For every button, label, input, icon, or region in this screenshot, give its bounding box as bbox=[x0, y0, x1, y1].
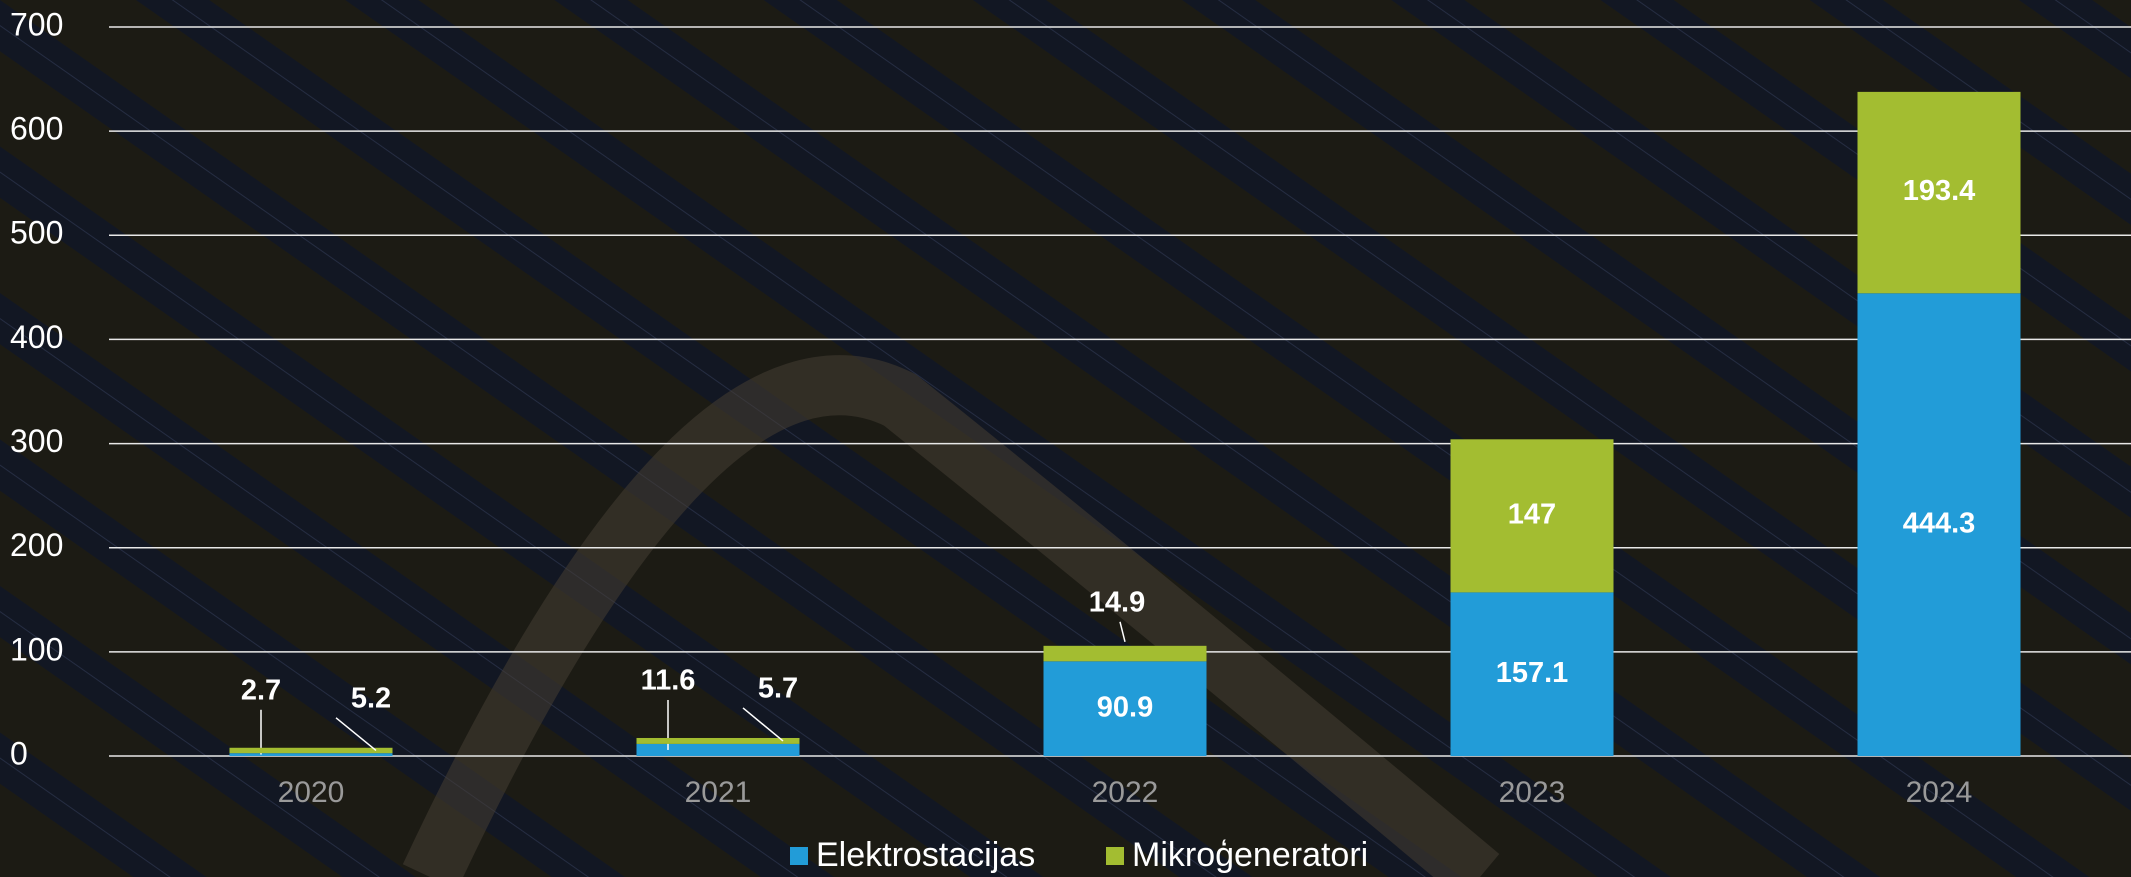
bar-segment bbox=[636, 743, 800, 756]
data-label: 11.6 bbox=[641, 665, 696, 697]
data-label: 193.4 bbox=[1903, 175, 1976, 207]
x-tick-label: 2020 bbox=[278, 776, 345, 809]
background-road bbox=[402, 355, 1500, 877]
y-tick-label: 0 bbox=[10, 735, 28, 771]
data-label: 157.1 bbox=[1496, 657, 1569, 689]
bar-segment bbox=[636, 737, 800, 744]
data-label: 90.9 bbox=[1097, 691, 1153, 723]
y-tick-label: 200 bbox=[10, 527, 63, 563]
x-tick-label: 2022 bbox=[1092, 776, 1159, 809]
data-label: 444.3 bbox=[1903, 507, 1976, 539]
y-tick-label: 500 bbox=[10, 215, 63, 251]
data-label: 14.9 bbox=[1089, 586, 1145, 618]
y-tick-label: 700 bbox=[10, 6, 63, 42]
bar-segment bbox=[1450, 592, 1614, 756]
legend-label: Elektrostacijas bbox=[816, 836, 1035, 874]
bar-segment bbox=[229, 747, 393, 754]
data-label: 147 bbox=[1508, 499, 1556, 531]
x-tick-label: 2024 bbox=[1906, 776, 1973, 809]
bar-segment bbox=[1043, 645, 1207, 662]
y-tick-label: 600 bbox=[10, 111, 63, 147]
leader-line bbox=[335, 717, 377, 752]
leader-line bbox=[1119, 621, 1126, 642]
legend-swatch bbox=[790, 847, 808, 865]
bar-segment bbox=[1857, 293, 2021, 756]
y-tick-label: 300 bbox=[10, 423, 63, 459]
y-tick-label: 400 bbox=[10, 319, 63, 355]
legend-label: Mikroģeneratori bbox=[1132, 836, 1368, 874]
legend-swatch bbox=[1106, 847, 1124, 865]
bar-segment bbox=[1857, 91, 2021, 294]
bar-segment bbox=[1043, 661, 1207, 756]
x-tick-label: 2021 bbox=[685, 776, 752, 809]
data-label: 5.2 bbox=[351, 682, 391, 714]
x-tick-label: 2023 bbox=[1499, 776, 1566, 809]
data-label: 5.7 bbox=[758, 673, 798, 705]
bar-segment bbox=[1450, 439, 1614, 593]
data-label: 2.7 bbox=[241, 674, 281, 706]
bar-segment bbox=[229, 753, 393, 756]
leader-line bbox=[742, 707, 784, 742]
y-tick-label: 100 bbox=[10, 631, 63, 667]
